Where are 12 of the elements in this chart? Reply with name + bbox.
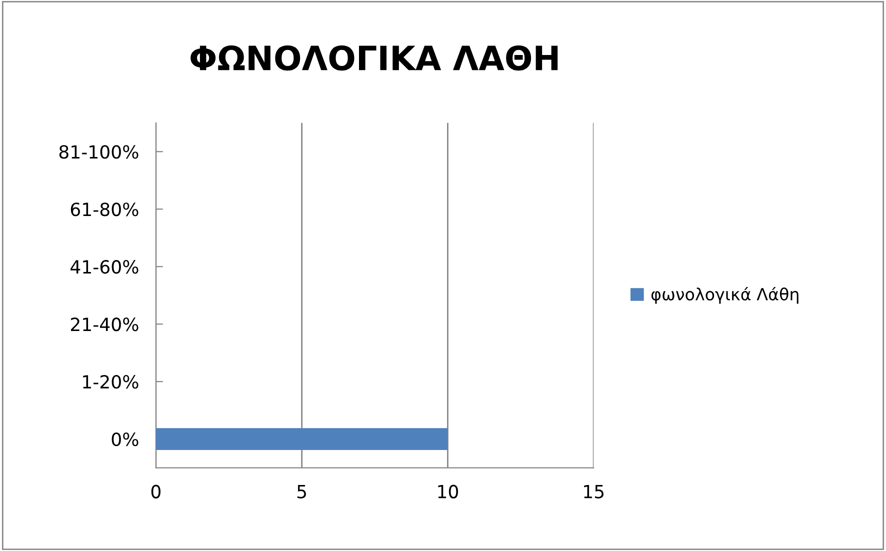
legend-label: φωνολογικά Λάθη — [651, 286, 798, 304]
y-tick-label: 1-20% — [83, 375, 138, 389]
x-tick-label: 15 — [584, 485, 604, 498]
chart-title: ΦΩΝΟΛΟΓΙΚΑ ΛΑΘΗ — [190, 45, 558, 71]
y-tick-label: 21-40% — [70, 318, 138, 332]
x-tick-label: 5 — [297, 485, 306, 498]
y-tick-label: 0% — [112, 432, 138, 446]
y-tick-label: 81-100% — [59, 145, 138, 159]
y-tick-label: 61-80% — [70, 202, 138, 216]
x-tick-label: 0 — [151, 484, 160, 498]
y-tick-label: 41-60% — [70, 260, 138, 274]
x-tick-label: 10 — [438, 484, 458, 498]
